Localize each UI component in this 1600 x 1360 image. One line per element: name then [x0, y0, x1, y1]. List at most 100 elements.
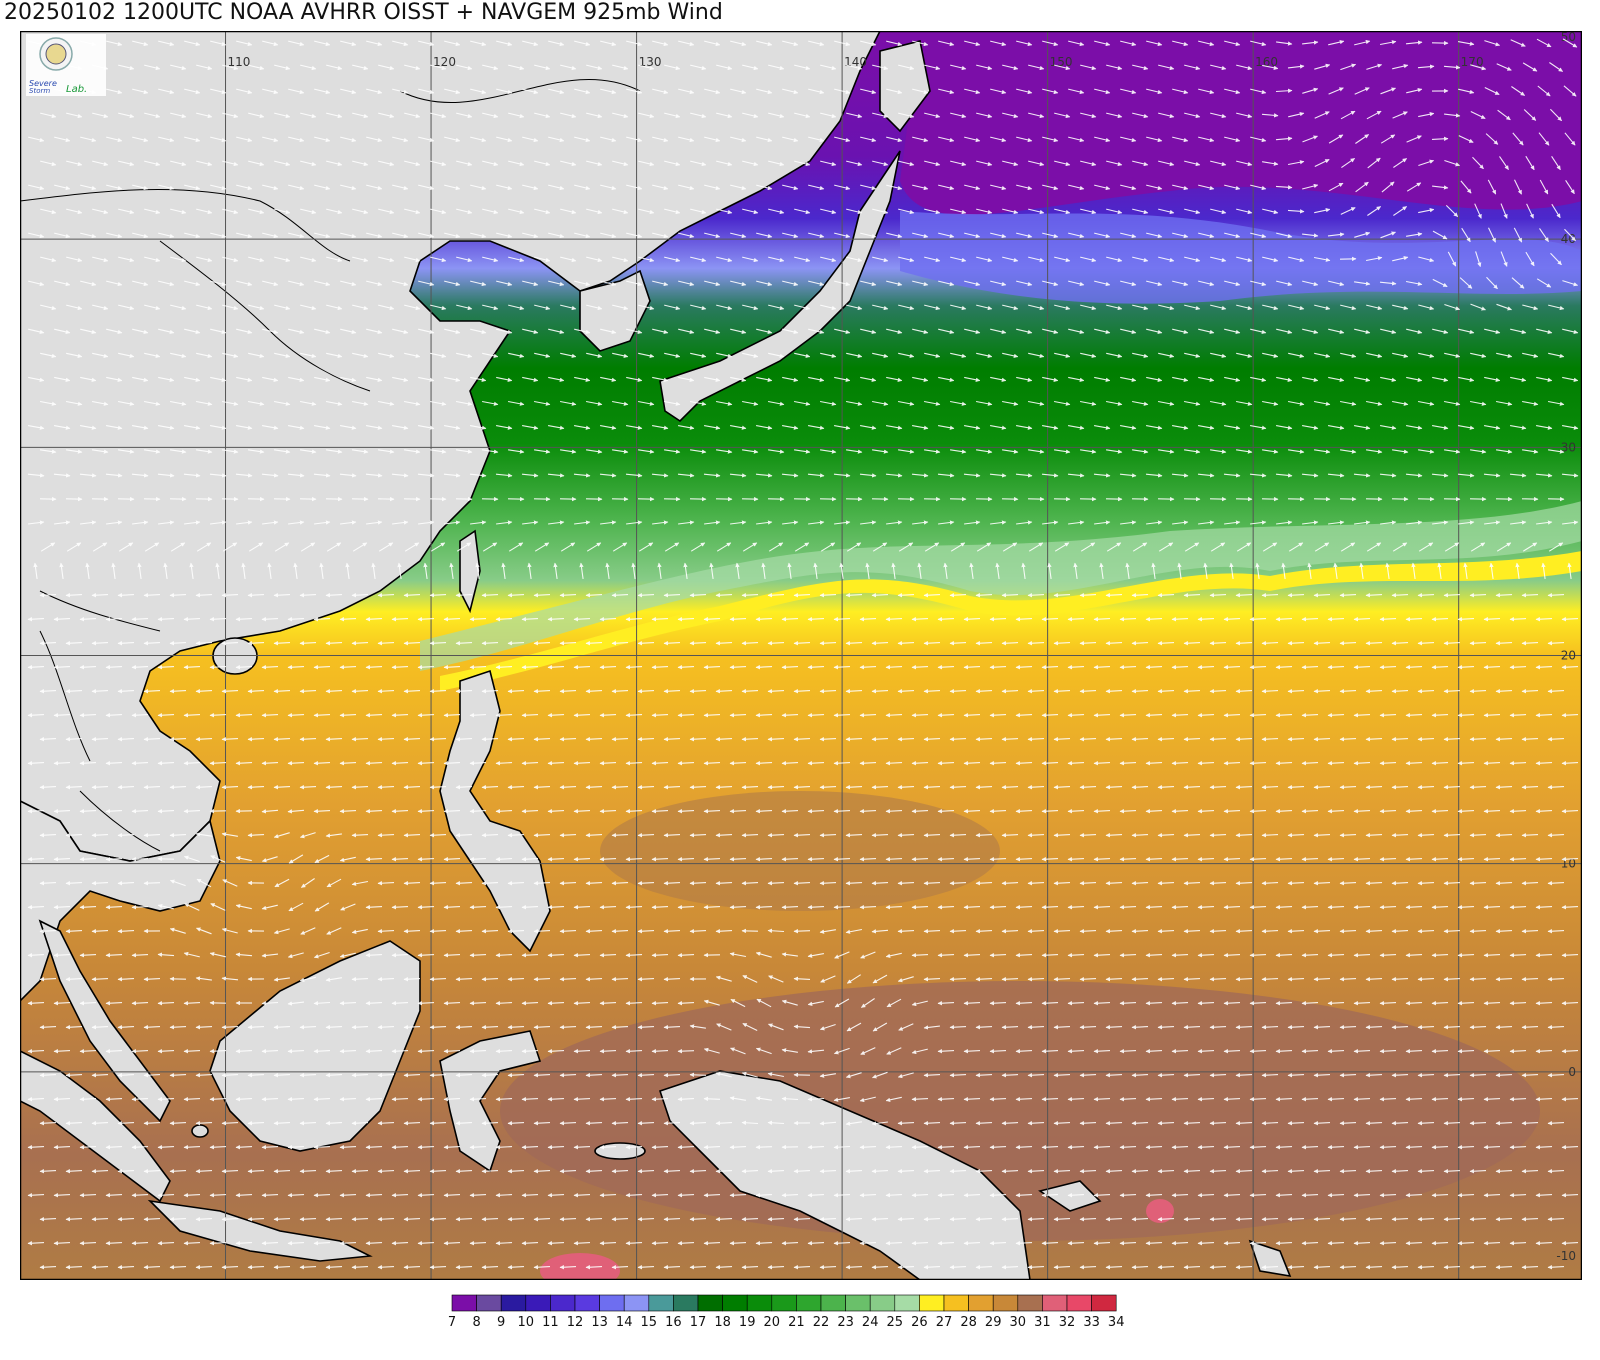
wind-arrow [1380, 87, 1396, 95]
wind-arrow [1431, 136, 1449, 141]
wind-arrow [1016, 136, 1033, 143]
wind-arrow [496, 88, 513, 95]
wind-arrow [950, 160, 967, 167]
wind-arrow [262, 184, 279, 191]
land-island [191, 1124, 209, 1138]
colorbar-swatch [500, 1294, 527, 1312]
wind-arrow [210, 40, 227, 47]
wind-arrow [678, 88, 695, 95]
wind-arrow [716, 64, 733, 71]
wind-arrow [1355, 134, 1369, 144]
wind-arrow [755, 1144, 773, 1150]
wind-arrow [1132, 112, 1149, 119]
wind-arrow [1224, 88, 1241, 95]
warm-pool-patch [500, 981, 1540, 1241]
wind-arrow [898, 64, 915, 71]
wind-arrow [210, 88, 227, 95]
lat-label: 0 [1568, 1065, 1576, 1079]
wind-arrow [1262, 161, 1279, 166]
colorbar-swatch [771, 1294, 797, 1312]
wind-arrow [756, 136, 773, 143]
wind-arrow [950, 64, 967, 71]
colorbar-label: 20 [764, 1315, 781, 1330]
wind-arrow [1497, 109, 1511, 121]
wind-arrow [274, 64, 291, 71]
wind-arrow [404, 112, 421, 119]
wind-arrow [1406, 87, 1423, 94]
cold-water-north [900, 31, 1582, 215]
wind-arrow [314, 136, 331, 143]
wind-streamlines [27, 38, 1579, 1270]
wind-arrow [508, 160, 525, 167]
wind-arrow [638, 160, 655, 167]
wind-arrow [768, 112, 785, 119]
wind-arrow [1158, 112, 1175, 119]
wind-arrow [1068, 88, 1085, 95]
wind-arrow [340, 40, 357, 47]
wind-arrow [118, 112, 135, 119]
wind-arrow [404, 64, 421, 71]
lat-label: 30 [1561, 440, 1576, 454]
wind-arrow [1184, 160, 1201, 167]
wind-arrow [1444, 159, 1461, 167]
wind-arrow [132, 136, 149, 143]
wind-arrow [1016, 40, 1033, 47]
wind-arrow [1341, 157, 1355, 169]
wind-arrow [820, 64, 837, 71]
colorbar-label: 21 [788, 1315, 805, 1330]
wind-arrow [144, 64, 161, 71]
wind-arrow [846, 112, 863, 119]
wind-arrow [288, 184, 305, 191]
wind-arrow [92, 112, 109, 119]
wind-arrow [652, 88, 669, 95]
wind-arrow [534, 160, 551, 167]
colorbar-label: 26 [911, 1315, 928, 1330]
wind-arrow [677, 1048, 695, 1054]
wind-arrow [1002, 64, 1019, 71]
wind-arrow [522, 136, 539, 143]
severe-storm-lab-logo: Severe Storm Lab. [26, 34, 106, 96]
wind-arrow [444, 88, 461, 95]
wind-arrow [1080, 112, 1097, 119]
wind-arrow [574, 136, 591, 143]
wind-arrow [704, 88, 721, 95]
wind-arrow [1443, 65, 1461, 70]
wind-arrow [54, 184, 71, 191]
wind-arrow [366, 88, 383, 95]
wind-arrow [522, 40, 539, 47]
wind-arrow [886, 88, 903, 95]
wind-arrow [80, 184, 97, 191]
wind-arrow [430, 64, 447, 71]
svg-text:Lab.: Lab. [66, 84, 87, 95]
wind-arrow [664, 160, 681, 167]
wind-arrow [1210, 112, 1227, 119]
wind-arrow [1132, 64, 1149, 71]
sst-colorbar: 7 8 9 10 11 12 13 14 15 16 17 18 19 20 21 22 23 24 25 26 27 2… [448, 1294, 1124, 1330]
wind-arrow [1522, 62, 1538, 72]
wind-arrow [366, 40, 383, 47]
wind-arrow [158, 88, 175, 95]
land-island [1248, 1239, 1292, 1278]
sst-wind-map: 110 120 130 140 150 160 170 50 40 30 20 10 0 -10 [20, 31, 1582, 1280]
wind-arrow [144, 112, 161, 119]
wind-arrow [846, 64, 863, 71]
wind-arrow [314, 184, 331, 191]
wind-arrow [872, 160, 889, 167]
wind-arrow [1302, 40, 1319, 45]
wind-arrow [1262, 64, 1279, 70]
wind-arrow [158, 136, 175, 143]
svg-text:Storm: Storm [29, 87, 50, 95]
wind-arrow [1340, 110, 1356, 120]
wind-arrow [990, 88, 1007, 95]
wind-arrow [262, 88, 279, 95]
wind-arrow [574, 40, 591, 47]
wind-arrow [236, 88, 253, 95]
land-asia-mainland [20, 31, 881, 862]
wind-arrow [236, 40, 253, 47]
wind-arrow [1184, 112, 1201, 119]
wind-arrow [1158, 160, 1175, 167]
wind-arrow [1314, 111, 1330, 119]
wind-arrow [482, 160, 499, 167]
wind-arrow [1224, 40, 1241, 47]
wind-arrow [1392, 63, 1409, 70]
